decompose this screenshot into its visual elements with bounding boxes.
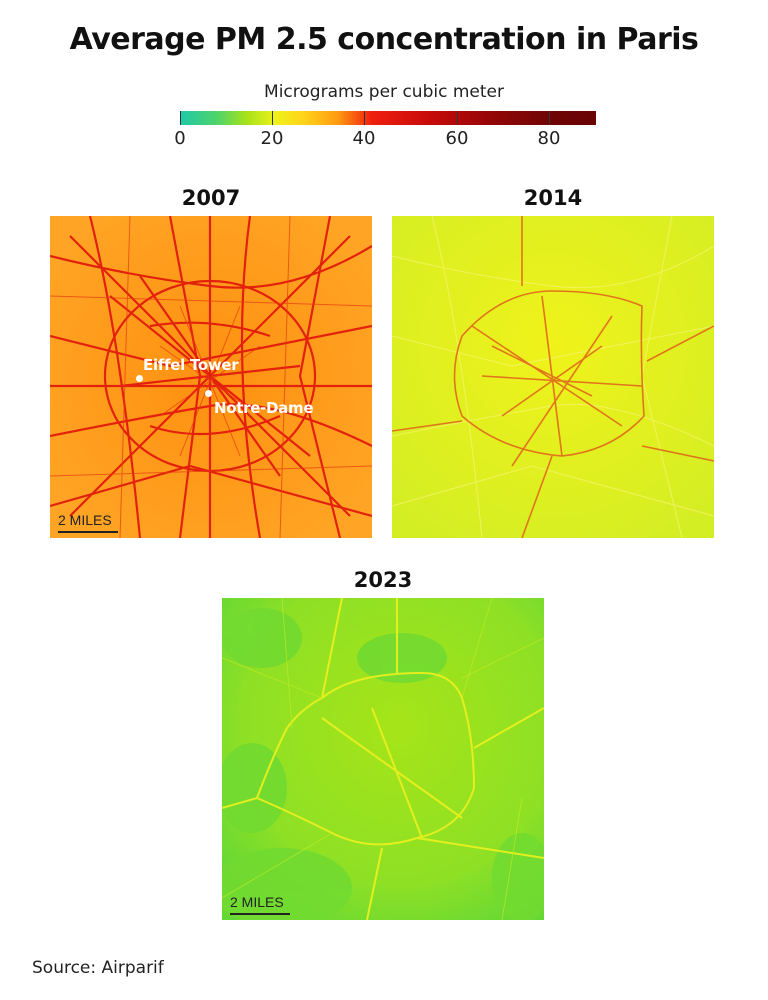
legend-color-bar bbox=[180, 111, 596, 125]
legend-tick bbox=[272, 111, 273, 125]
source-credit: Source: Airparif bbox=[32, 958, 164, 978]
legend-title: Micrograms per cubic meter bbox=[264, 82, 504, 102]
map-2014 bbox=[392, 216, 714, 538]
legend-tick-label: 80 bbox=[537, 128, 561, 149]
legend-tick-label: 60 bbox=[445, 128, 469, 149]
notre-dame-marker bbox=[205, 390, 212, 397]
scale-bar bbox=[230, 913, 290, 915]
map-2023: 2 MILES bbox=[222, 598, 544, 920]
legend-tick-label: 40 bbox=[352, 128, 376, 149]
scale-label: 2 MILES bbox=[58, 512, 112, 528]
eiffel-tower-label: Eiffel Tower bbox=[143, 356, 239, 374]
legend-tick bbox=[180, 111, 181, 125]
road-network-2023 bbox=[222, 598, 544, 920]
map-title-2014: 2014 bbox=[523, 186, 583, 210]
notre-dame-label: Notre-Dame bbox=[214, 399, 314, 417]
road-network-2014 bbox=[392, 216, 714, 538]
scale-bar bbox=[58, 531, 118, 533]
legend-tick-label: 0 bbox=[174, 128, 186, 149]
scale-label: 2 MILES bbox=[230, 894, 284, 910]
legend-tick bbox=[549, 111, 550, 125]
legend-tick-label: 20 bbox=[260, 128, 284, 149]
eiffel-tower-marker bbox=[136, 375, 143, 382]
map-title-2007: 2007 bbox=[181, 186, 241, 210]
legend-tick bbox=[364, 111, 365, 125]
page-title: Average PM 2.5 concentration in Paris bbox=[69, 22, 699, 57]
road-network-2007 bbox=[50, 216, 372, 538]
map-2007: Eiffel Tower Notre-Dame 2 MILES bbox=[50, 216, 372, 538]
map-title-2023: 2023 bbox=[353, 568, 413, 592]
legend-tick bbox=[457, 111, 458, 125]
